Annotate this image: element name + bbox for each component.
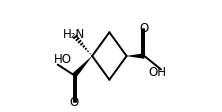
Polygon shape <box>127 53 144 59</box>
Polygon shape <box>72 56 92 77</box>
Text: O: O <box>140 22 149 35</box>
Text: HO: HO <box>53 53 71 66</box>
Text: O: O <box>70 96 79 109</box>
Text: H₂N: H₂N <box>63 28 85 41</box>
Text: OH: OH <box>148 66 166 79</box>
